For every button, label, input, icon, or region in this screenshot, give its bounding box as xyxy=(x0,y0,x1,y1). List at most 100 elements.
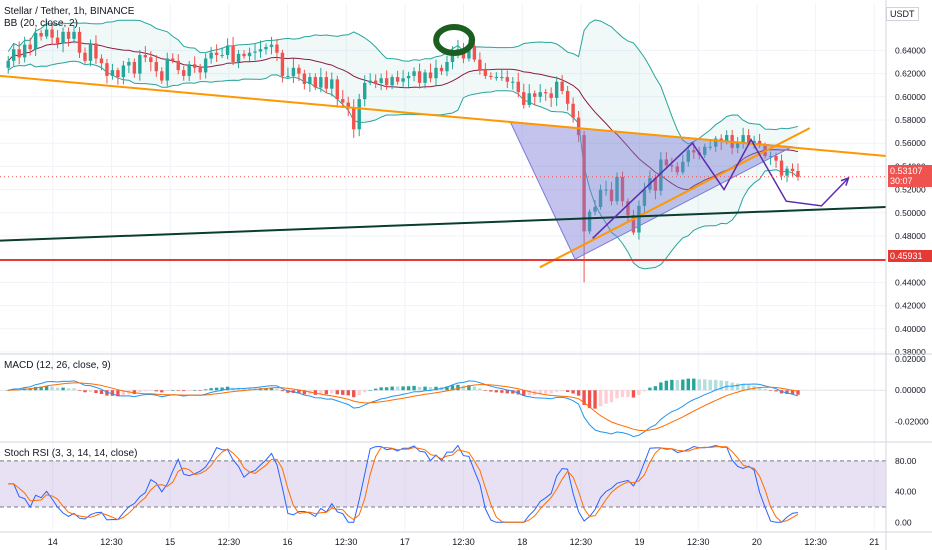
macd-histogram-bar xyxy=(741,383,745,391)
candle-body xyxy=(110,70,115,76)
rsi-tick-label: 40.00 xyxy=(895,487,917,497)
macd-histogram-bar xyxy=(280,390,285,392)
candle-body xyxy=(390,77,394,86)
candle-body xyxy=(692,150,696,153)
candle-body xyxy=(341,99,345,103)
candle-body xyxy=(752,140,756,144)
currency-label[interactable]: USDT xyxy=(886,7,919,21)
candle-body xyxy=(94,43,98,59)
candle-body xyxy=(160,71,164,81)
candle-body xyxy=(428,72,433,79)
candle-body xyxy=(297,67,301,74)
macd-histogram-bar xyxy=(110,390,115,396)
time-tick-label: 12:30 xyxy=(335,537,358,547)
macd-histogram-bar xyxy=(61,387,65,391)
price-tick-label: 0.48000 xyxy=(895,231,926,241)
candle-body xyxy=(236,53,241,62)
candle-body xyxy=(450,51,455,62)
candle-body xyxy=(149,57,153,62)
ascending-trendline xyxy=(539,127,811,269)
macd-tick-label: 0.00000 xyxy=(895,385,926,395)
macd-histogram-bar xyxy=(275,388,279,391)
macd-histogram-bar xyxy=(681,379,685,391)
macd-histogram-bar xyxy=(719,380,723,391)
macd-histogram-bar xyxy=(538,390,542,395)
candle-body xyxy=(61,31,65,44)
macd-histogram-bar xyxy=(697,379,701,391)
candle-body xyxy=(406,75,411,79)
macd-histogram-bar xyxy=(565,390,570,392)
macd-histogram-bar xyxy=(675,380,680,391)
price-tick-label: 0.60000 xyxy=(895,92,926,102)
macd-histogram-bar xyxy=(483,390,488,391)
macd-tick-label: -0.02000 xyxy=(895,416,929,426)
candle-body xyxy=(774,155,778,161)
macd-histogram-bar xyxy=(604,390,608,404)
macd-histogram-bar xyxy=(341,390,345,395)
candle-body xyxy=(681,161,685,173)
candle-body xyxy=(192,64,197,68)
candle-body xyxy=(154,62,158,72)
candle-body xyxy=(395,77,400,82)
candle-body xyxy=(291,67,296,76)
macd-histogram-bar xyxy=(373,388,378,391)
macd-histogram-bar xyxy=(264,388,268,391)
candle-body xyxy=(401,78,405,82)
macd-histogram-bar xyxy=(319,390,323,395)
macd-histogram-bar xyxy=(609,390,614,403)
macd-histogram-bar xyxy=(796,390,800,395)
macd-pane xyxy=(0,378,886,438)
candle-body xyxy=(637,205,641,233)
candle-body xyxy=(258,49,263,52)
macd-histogram-bar xyxy=(527,390,531,396)
macd-histogram-bar xyxy=(390,386,394,391)
candle-body xyxy=(659,159,663,191)
macd-histogram-bar xyxy=(77,390,82,391)
macd-histogram-bar xyxy=(379,387,383,391)
macd-histogram-bar xyxy=(576,390,581,396)
candle-body xyxy=(604,189,608,191)
candle-body xyxy=(796,171,800,177)
candle-body xyxy=(620,176,625,202)
candle-body xyxy=(22,44,27,58)
macd-histogram-bar xyxy=(598,390,603,407)
candle-body xyxy=(664,159,669,166)
price-tick-label: 0.64000 xyxy=(895,45,926,55)
candle-body xyxy=(176,60,180,71)
candle-body xyxy=(275,44,279,53)
drawing-annotations[interactable] xyxy=(0,23,887,269)
macd-histogram-bar xyxy=(269,387,274,391)
candle-body xyxy=(757,140,762,146)
macd-histogram-bar xyxy=(187,390,191,391)
time-tick-label: 16 xyxy=(283,537,293,547)
macd-histogram-bar xyxy=(549,390,553,394)
candle-body xyxy=(138,55,142,74)
price-tick-label: 0.44000 xyxy=(895,277,926,287)
candle-body xyxy=(77,31,82,53)
candle-body xyxy=(593,207,597,212)
macd-histogram-bar xyxy=(423,386,427,391)
macd-histogram-bar xyxy=(83,390,87,393)
candle-body xyxy=(214,52,219,56)
candle-body xyxy=(609,189,614,202)
macd-histogram-bar xyxy=(582,390,586,405)
bar-countdown: 30:07 xyxy=(890,176,913,186)
candle-body xyxy=(571,103,575,118)
candle-body xyxy=(626,201,630,216)
candle-body xyxy=(280,52,285,76)
macd-histogram-bar xyxy=(560,390,564,392)
macd-histogram-bar xyxy=(132,390,137,395)
stoch-k-line xyxy=(8,444,799,523)
candle-body xyxy=(779,160,784,176)
candle-body xyxy=(560,81,564,91)
macd-histogram-bar xyxy=(434,386,438,391)
macd-histogram-bar xyxy=(143,390,148,392)
candle-body xyxy=(505,77,510,82)
candle-body xyxy=(615,176,619,202)
macd-histogram-bar xyxy=(99,390,104,395)
macd-histogram-bar xyxy=(703,379,707,391)
candle-body xyxy=(313,77,318,88)
macd-histogram-bar xyxy=(746,385,751,391)
candle-body xyxy=(28,44,32,50)
